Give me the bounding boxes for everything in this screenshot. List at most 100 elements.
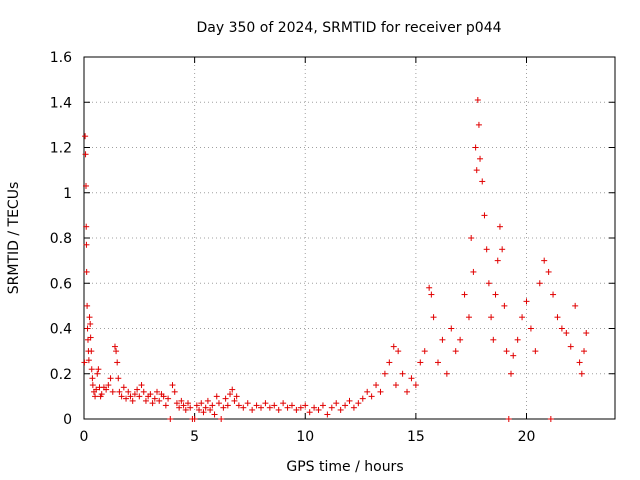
data-point: [160, 393, 167, 400]
data-point: [472, 144, 479, 151]
data-point: [240, 404, 247, 411]
data-point: [218, 416, 225, 422]
data-point: [576, 359, 583, 366]
data-point: [293, 406, 300, 413]
data-point: [207, 406, 214, 413]
data-point: [171, 388, 178, 395]
data-point: [88, 348, 95, 355]
data-point: [154, 388, 161, 395]
data-point: [373, 382, 380, 389]
data-point: [82, 133, 89, 140]
data-point: [169, 382, 176, 389]
data-point: [231, 397, 238, 404]
y-tick-label: 0.2: [50, 367, 72, 383]
y-tick-label: 0.4: [50, 322, 72, 338]
data-point: [408, 375, 415, 382]
grid: [84, 57, 615, 419]
data-point: [392, 382, 399, 389]
data-point: [89, 375, 96, 382]
data-point: [89, 382, 96, 389]
data-point: [558, 325, 565, 332]
data-point: [147, 391, 154, 398]
data-point: [235, 402, 242, 409]
axis-ticks: 0 5 10 15 20 0 0.2 0.4 0.6 0.8 1 1.2 1.4 1.6: [50, 50, 615, 445]
data-point: [83, 223, 90, 230]
data-point: [501, 302, 508, 309]
y-tick-label: 1: [63, 186, 72, 202]
data-point: [82, 151, 89, 158]
data-point: [439, 336, 446, 343]
data-point: [191, 416, 198, 422]
data-point: [461, 291, 468, 298]
data-point: [105, 382, 112, 389]
data-point: [346, 397, 353, 404]
data-point: [483, 246, 490, 253]
data-point: [176, 404, 183, 411]
data-point: [180, 402, 187, 409]
data-point: [222, 395, 229, 402]
data-point: [359, 395, 366, 402]
data-point: [474, 96, 481, 103]
data-point: [337, 406, 344, 413]
data-point: [395, 348, 402, 355]
y-tick-label: 1.2: [50, 141, 72, 157]
data-point: [156, 397, 163, 404]
data-point: [151, 395, 158, 402]
data-point: [220, 404, 227, 411]
data-point: [173, 400, 180, 407]
data-point: [545, 268, 552, 275]
data-point: [120, 384, 127, 391]
data-point: [127, 393, 134, 400]
data-point: [162, 402, 169, 409]
data-point: [94, 370, 101, 377]
data-point: [496, 223, 503, 230]
data-point: [563, 330, 570, 337]
x-tick-label: 20: [518, 429, 536, 445]
data-point: [198, 400, 205, 407]
data-point: [404, 388, 411, 395]
data-point: [390, 343, 397, 350]
y-tick-label: 1.6: [50, 50, 72, 66]
data-point: [115, 375, 122, 382]
data-point: [567, 343, 574, 350]
data-point: [204, 397, 211, 404]
data-point: [499, 246, 506, 253]
data-point: [428, 291, 435, 298]
data-point: [129, 397, 136, 404]
data-point: [547, 416, 554, 422]
x-tick-label: 0: [80, 429, 89, 445]
data-point: [288, 402, 295, 409]
data-point: [244, 400, 251, 407]
data-point: [572, 302, 579, 309]
data-point: [297, 404, 304, 411]
data-point: [488, 314, 495, 321]
data-point: [93, 386, 100, 393]
data-point: [103, 386, 110, 393]
data-point: [82, 182, 89, 189]
data-point: [583, 330, 590, 337]
data-point: [399, 370, 406, 377]
data-point: [136, 393, 143, 400]
data-point: [350, 404, 357, 411]
data-point: [554, 314, 561, 321]
data-point: [302, 402, 309, 409]
data-point: [457, 336, 464, 343]
data-point: [193, 402, 200, 409]
data-point: [107, 375, 114, 382]
data-point: [249, 406, 256, 413]
data-point: [477, 155, 484, 162]
data-point: [505, 416, 512, 422]
data-point: [468, 235, 475, 241]
data-point: [116, 388, 123, 395]
data-point: [306, 409, 313, 416]
data-point: [550, 291, 557, 298]
data-point: [266, 404, 273, 411]
data-point: [479, 178, 486, 185]
data-point: [125, 388, 132, 395]
data-point: [95, 366, 102, 373]
data-point: [211, 411, 218, 418]
data-point: [140, 388, 147, 395]
data-point: [84, 325, 91, 332]
data-points: [81, 96, 590, 422]
